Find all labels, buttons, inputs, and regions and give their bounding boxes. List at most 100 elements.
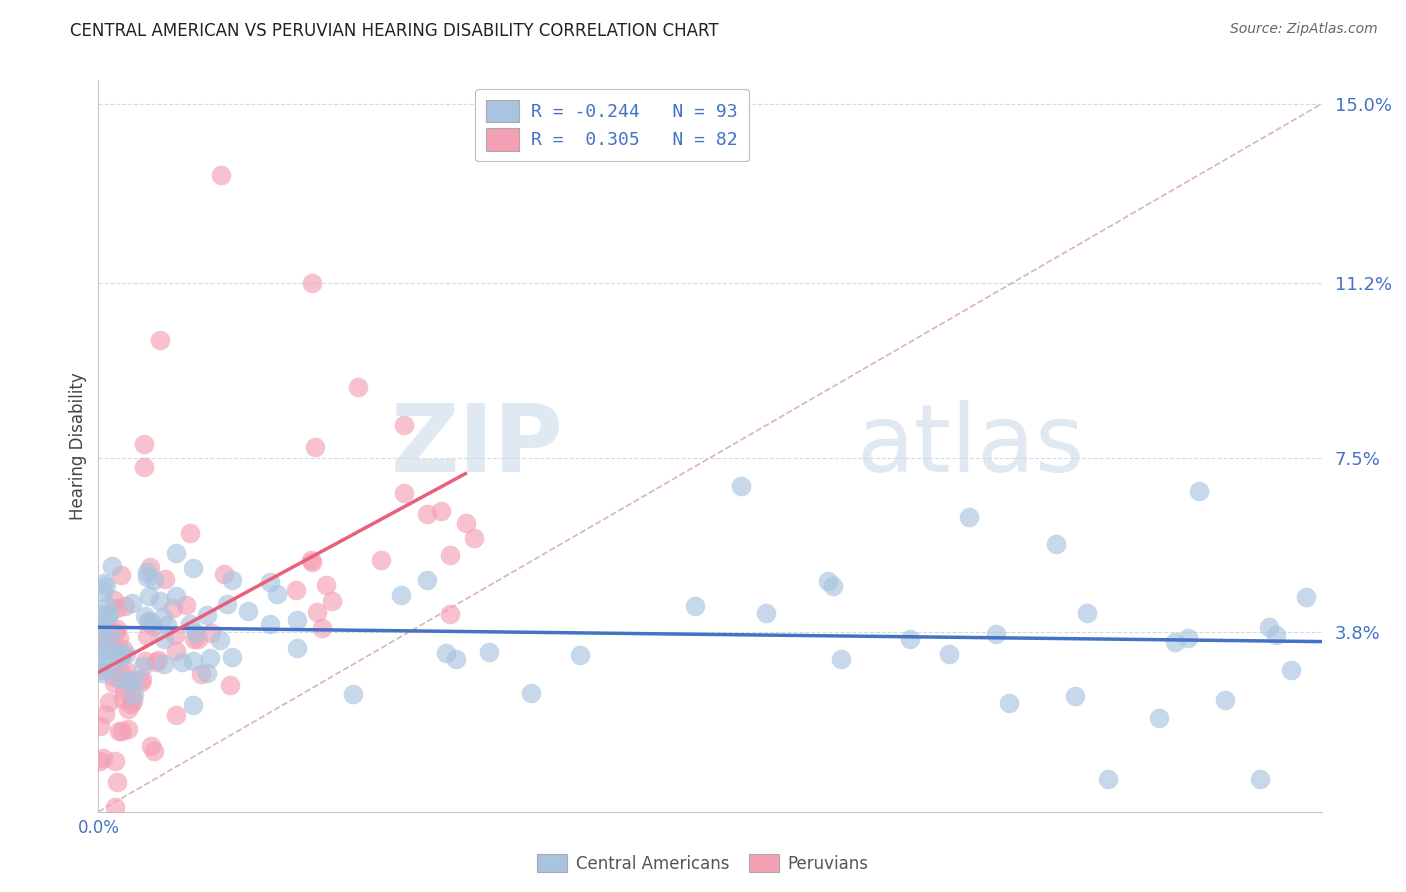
Point [219, 678, 242, 692]
Point [110, 665, 132, 679]
Text: ZIP: ZIP [391, 400, 564, 492]
Point [1164, 635, 1187, 649]
Point [198, 651, 221, 665]
Point [1177, 631, 1199, 645]
Point [439, 607, 461, 621]
Point [136, 565, 159, 579]
Point [134, 609, 156, 624]
Point [90, 652, 112, 666]
Legend: R = -0.244   N = 93, R =  0.305   N = 82: R = -0.244 N = 93, R = 0.305 N = 82 [475, 89, 749, 161]
Point [122, 688, 145, 702]
Point [285, 582, 308, 597]
Point [149, 594, 172, 608]
Point [136, 614, 159, 628]
Point [94, 637, 117, 651]
Point [221, 649, 243, 664]
Point [114, 647, 136, 661]
Point [1188, 483, 1211, 498]
Legend: Central Americans, Peruvians: Central Americans, Peruvians [530, 847, 876, 880]
Point [347, 380, 370, 394]
Point [117, 723, 139, 737]
Point [238, 604, 260, 618]
Point [304, 440, 326, 454]
Point [430, 504, 453, 518]
Point [96, 661, 118, 675]
Point [1045, 537, 1067, 551]
Point [392, 417, 416, 432]
Point [108, 632, 131, 646]
Point [183, 632, 205, 646]
Point [94, 706, 117, 721]
Point [97, 608, 120, 623]
Point [301, 276, 323, 290]
Point [266, 587, 288, 601]
Point [285, 613, 308, 627]
Point [1265, 627, 1288, 641]
Point [104, 626, 127, 640]
Point [392, 486, 415, 500]
Point [97, 643, 120, 657]
Point [187, 632, 209, 647]
Point [817, 574, 839, 588]
Point [103, 676, 125, 690]
Point [439, 548, 461, 562]
Point [108, 650, 131, 665]
Point [142, 619, 165, 633]
Y-axis label: Hearing Disability: Hearing Disability [69, 372, 87, 520]
Point [221, 573, 243, 587]
Point [181, 561, 204, 575]
Point [162, 600, 184, 615]
Point [520, 686, 543, 700]
Point [110, 568, 132, 582]
Point [134, 436, 156, 450]
Point [170, 655, 193, 669]
Point [89, 621, 111, 635]
Point [108, 649, 131, 664]
Point [152, 609, 174, 624]
Point [135, 569, 157, 583]
Point [134, 654, 156, 668]
Point [370, 553, 392, 567]
Point [389, 588, 412, 602]
Text: CENTRAL AMERICAN VS PERUVIAN HEARING DISABILITY CORRELATION CHART: CENTRAL AMERICAN VS PERUVIAN HEARING DIS… [70, 22, 718, 40]
Point [179, 617, 201, 632]
Point [152, 657, 174, 672]
Point [121, 690, 143, 704]
Point [115, 664, 138, 678]
Point [91, 751, 114, 765]
Point [190, 667, 212, 681]
Point [416, 573, 439, 587]
Point [1295, 591, 1317, 605]
Point [90, 628, 112, 642]
Point [131, 674, 153, 689]
Point [89, 719, 111, 733]
Point [153, 572, 176, 586]
Point [214, 567, 236, 582]
Point [142, 744, 165, 758]
Point [89, 663, 111, 677]
Point [416, 507, 439, 521]
Point [146, 653, 169, 667]
Point [98, 607, 121, 621]
Point [139, 739, 162, 754]
Point [104, 754, 127, 768]
Point [117, 702, 139, 716]
Point [1279, 663, 1302, 677]
Point [118, 674, 141, 689]
Point [446, 652, 468, 666]
Point [299, 553, 322, 567]
Point [149, 333, 172, 347]
Text: atlas: atlas [856, 400, 1085, 492]
Point [195, 665, 218, 680]
Point [165, 546, 187, 560]
Point [166, 707, 188, 722]
Point [111, 648, 134, 662]
Point [176, 598, 198, 612]
Point [114, 599, 136, 613]
Point [209, 168, 232, 182]
Point [315, 578, 337, 592]
Point [108, 673, 131, 687]
Point [96, 618, 118, 632]
Point [91, 607, 114, 621]
Point [145, 655, 167, 669]
